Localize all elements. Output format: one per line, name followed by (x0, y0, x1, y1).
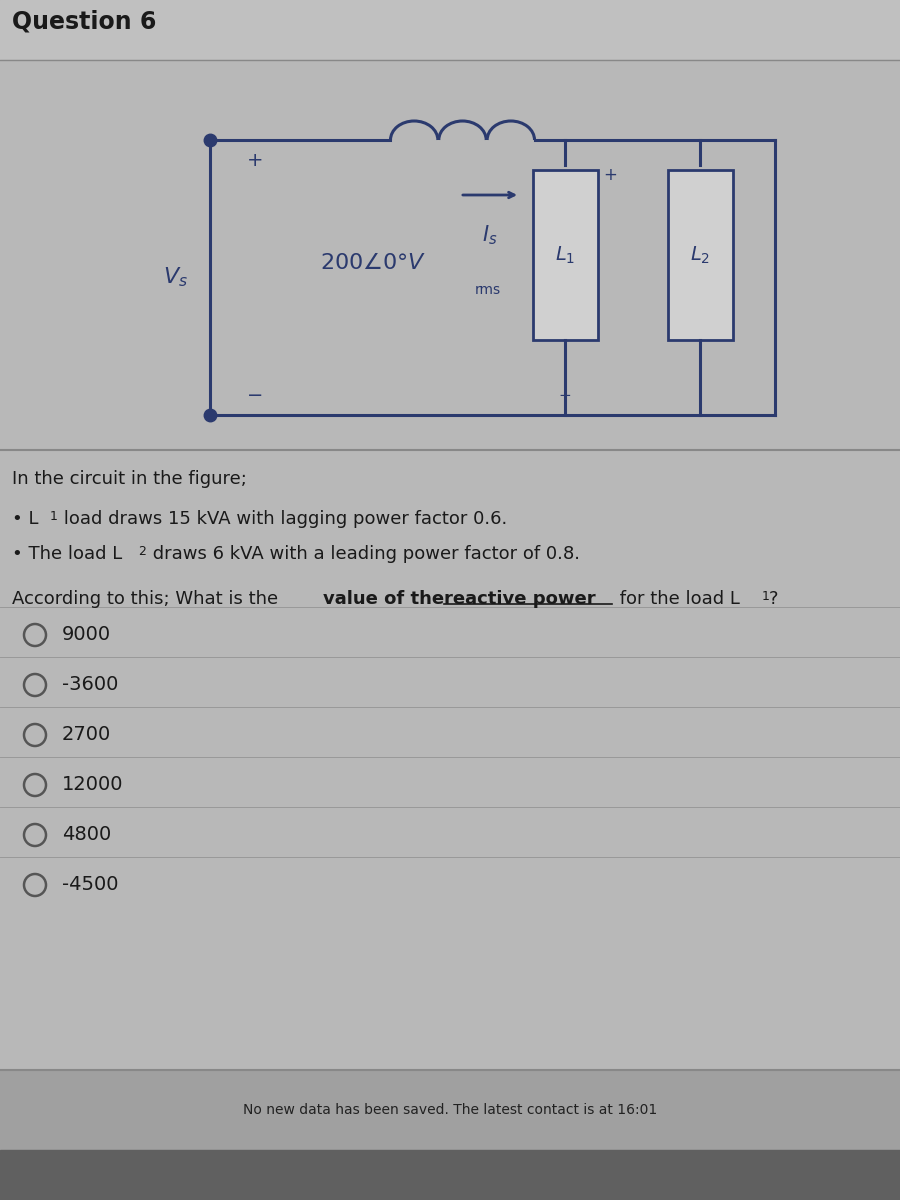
Text: 2: 2 (138, 545, 146, 558)
Text: 12000: 12000 (62, 775, 123, 794)
Bar (0, 1150, 900, 1200)
Text: 2700: 2700 (62, 726, 112, 744)
Text: −: − (247, 385, 263, 404)
Text: • L: • L (12, 510, 39, 528)
Text: $L_1$: $L_1$ (555, 245, 575, 265)
Text: -4500: -4500 (62, 876, 119, 894)
Text: According to this; What is the: According to this; What is the (12, 590, 284, 608)
Text: $I_s$: $I_s$ (482, 223, 498, 247)
Text: No new data has been saved. The latest contact is at 16:01: No new data has been saved. The latest c… (243, 1103, 657, 1117)
Text: 4800: 4800 (62, 826, 112, 845)
Text: value of the: value of the (323, 590, 450, 608)
Text: rms: rms (475, 282, 501, 296)
Text: ?: ? (769, 590, 778, 608)
Bar (0, 60, 900, 450)
Text: • The load L: • The load L (12, 545, 122, 563)
Text: +: + (603, 166, 616, 184)
Text: +: + (247, 150, 263, 169)
Text: $V_s$: $V_s$ (163, 265, 187, 289)
Bar (533, 170, 598, 340)
Bar (0, 0, 900, 60)
Text: reactive power: reactive power (444, 590, 596, 608)
Text: Question 6: Question 6 (12, 10, 157, 34)
Bar (0, 1070, 900, 1150)
Text: $L_2$: $L_2$ (690, 245, 710, 265)
Text: $200\angle0°V$: $200\angle0°V$ (320, 252, 427, 272)
Text: for the load L: for the load L (614, 590, 740, 608)
Text: draws 6 kVA with a leading power factor of 0.8.: draws 6 kVA with a leading power factor … (147, 545, 580, 563)
Bar (668, 170, 733, 340)
Text: In the circuit in the figure;: In the circuit in the figure; (12, 470, 247, 488)
Text: load draws 15 kVA with lagging power factor 0.6.: load draws 15 kVA with lagging power fac… (58, 510, 508, 528)
Text: -3600: -3600 (62, 676, 119, 695)
Text: 9000: 9000 (62, 625, 111, 644)
Text: 1: 1 (762, 590, 770, 602)
Text: −: − (559, 388, 572, 402)
Bar (0, 450, 900, 1070)
Text: 1: 1 (50, 510, 58, 523)
